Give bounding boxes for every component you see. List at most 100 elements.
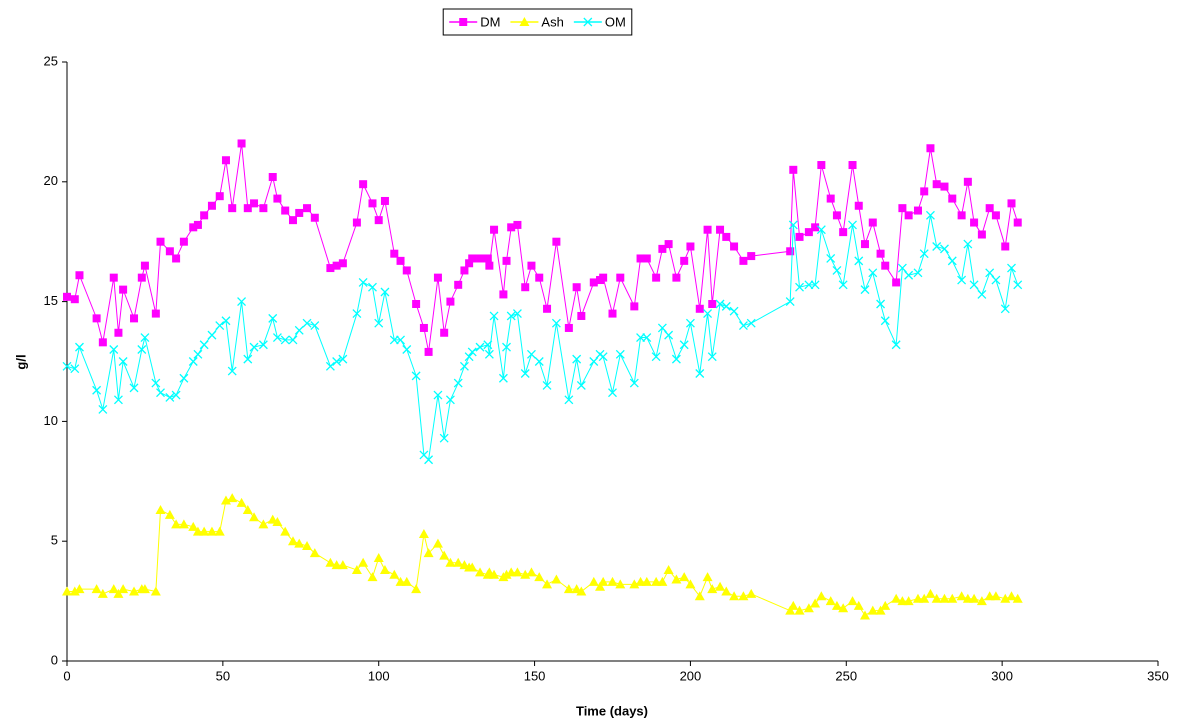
marker [214, 526, 225, 536]
marker [913, 268, 923, 278]
marker [891, 593, 902, 603]
marker [1000, 593, 1011, 603]
marker [215, 192, 224, 201]
marker [498, 373, 508, 383]
marker [338, 259, 347, 268]
marker [272, 517, 283, 527]
marker [475, 342, 485, 352]
marker [75, 342, 84, 352]
marker [875, 605, 886, 615]
marker [367, 572, 378, 582]
marker [249, 512, 260, 522]
marker [92, 385, 102, 395]
marker [658, 244, 667, 253]
marker [215, 321, 225, 331]
marker [685, 579, 696, 589]
marker [663, 564, 674, 574]
marker [281, 206, 290, 215]
y-tick-label: 20 [44, 173, 58, 188]
marker [412, 299, 421, 308]
marker [268, 313, 278, 323]
marker [445, 557, 456, 567]
marker [129, 586, 140, 596]
marker [268, 173, 277, 182]
marker [294, 538, 305, 548]
marker [811, 223, 820, 232]
marker [825, 596, 836, 606]
marker [140, 333, 150, 342]
marker [418, 529, 429, 539]
marker [785, 297, 795, 307]
marker [963, 239, 973, 249]
marker [221, 316, 231, 326]
marker [109, 273, 118, 282]
marker [485, 261, 494, 270]
marker [664, 240, 673, 249]
marker [272, 333, 282, 342]
marker [672, 273, 681, 282]
marker [139, 584, 150, 594]
marker [880, 316, 890, 326]
marker [876, 249, 885, 258]
marker [977, 289, 987, 299]
marker [352, 309, 362, 319]
marker [351, 564, 362, 574]
marker [615, 349, 625, 359]
marker [164, 509, 175, 519]
marker [630, 302, 639, 311]
marker [433, 273, 442, 282]
marker [615, 579, 626, 589]
marker [832, 265, 842, 275]
marker [446, 297, 455, 306]
x-tick-label: 100 [368, 668, 390, 683]
marker [249, 342, 259, 352]
y-tick-label: 25 [44, 53, 58, 68]
marker [534, 357, 544, 366]
marker [520, 369, 530, 378]
marker [501, 569, 512, 579]
marker [551, 574, 562, 584]
marker [237, 139, 246, 148]
marker [636, 254, 645, 263]
marker [853, 600, 864, 610]
marker [453, 557, 464, 567]
marker [137, 345, 147, 354]
marker [1013, 280, 1023, 290]
marker [423, 548, 434, 558]
marker [564, 395, 574, 405]
marker [484, 349, 494, 359]
marker [188, 521, 199, 531]
marker [237, 297, 247, 307]
marker [695, 304, 704, 313]
marker [810, 280, 820, 290]
marker [236, 497, 247, 507]
x-axis-title: Time (days) [576, 703, 648, 718]
marker [70, 295, 79, 304]
marker [114, 328, 123, 337]
x-tick-label: 200 [680, 668, 702, 683]
marker [898, 204, 907, 213]
marker [803, 603, 814, 613]
marker [904, 270, 914, 280]
legend-item: OM [573, 14, 626, 29]
legend-label: DM [480, 14, 500, 29]
marker [963, 177, 972, 186]
marker [1013, 218, 1022, 227]
marker [642, 333, 652, 342]
marker [703, 309, 713, 319]
marker [295, 208, 304, 217]
marker [957, 211, 966, 220]
marker [368, 282, 377, 292]
marker [512, 567, 523, 577]
marker [402, 345, 412, 354]
marker [729, 591, 740, 601]
marker [150, 586, 161, 596]
marker [794, 605, 805, 615]
marker [956, 591, 967, 601]
marker [730, 242, 739, 251]
marker [671, 574, 682, 584]
marker [832, 211, 841, 220]
marker [817, 161, 826, 170]
marker [294, 325, 304, 335]
